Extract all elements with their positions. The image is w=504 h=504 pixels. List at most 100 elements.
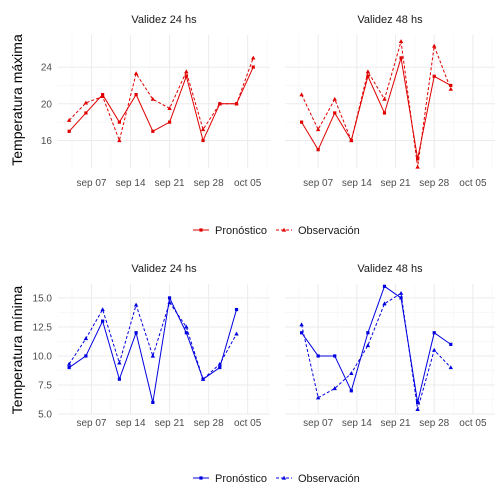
- data-point: [449, 83, 453, 88]
- x-tick-label: sep 14: [342, 418, 372, 429]
- data-point: [299, 92, 304, 97]
- data-point: [117, 360, 122, 365]
- panel-title: Validez 24 hs: [131, 14, 197, 26]
- data-point: [366, 74, 370, 78]
- data-point: [234, 307, 239, 312]
- data-point: [184, 324, 189, 329]
- data-point: [349, 389, 353, 393]
- y-axis-label: Temperatura mínima: [9, 286, 25, 415]
- data-point: [333, 111, 337, 115]
- x-tick-label: sep 07: [303, 418, 333, 429]
- data-point: [184, 69, 189, 74]
- data-point: [251, 55, 256, 60]
- panel-3: sep 07 sep 14 sep 21 sep 28 oct 05 Validez 48…: [285, 263, 495, 429]
- data-point: [150, 353, 156, 358]
- data-point: [448, 365, 453, 370]
- data-point: [299, 120, 304, 124]
- data-point: [398, 39, 404, 44]
- legend-key-marker: [281, 475, 287, 480]
- data-point: [200, 376, 206, 381]
- data-point: [299, 322, 304, 327]
- data-point: [332, 96, 337, 101]
- data-point: [365, 69, 371, 74]
- panel-1: sep 07 sep 14 sep 21 sep 28 oct 05 Validez 48…: [285, 14, 495, 189]
- x-tick-label: oct 05: [459, 178, 487, 189]
- x-tick-label: sep 28: [419, 418, 449, 429]
- legend-key-marker: [199, 228, 203, 232]
- data-point: [217, 101, 222, 106]
- data-point: [382, 301, 387, 306]
- data-point: [432, 331, 436, 335]
- data-point: [315, 127, 321, 132]
- panel-title: Validez 48 hs: [357, 14, 423, 26]
- data-point: [101, 319, 105, 323]
- data-point: [117, 138, 122, 143]
- data-point: [316, 354, 320, 358]
- legend-label: Observación: [298, 225, 360, 237]
- data-point: [415, 164, 420, 169]
- data-point: [432, 347, 437, 352]
- y-tick-label: 12.5: [33, 322, 53, 333]
- data-point: [398, 290, 404, 295]
- y-tick-label: 24: [41, 63, 53, 74]
- data-point: [432, 43, 437, 48]
- data-point: [200, 127, 206, 132]
- series-line-pronostico: [68, 296, 238, 403]
- data-point: [184, 331, 188, 335]
- panel-title: Validez 48 hs: [357, 263, 423, 275]
- x-tick-label: sep 14: [116, 178, 146, 189]
- x-tick-label: sep 07: [76, 418, 106, 429]
- y-tick-label: 20: [41, 99, 53, 110]
- data-point: [83, 100, 89, 105]
- data-point: [234, 101, 239, 106]
- legend-label: Pronóstico: [215, 225, 267, 237]
- data-point: [134, 93, 138, 97]
- data-point: [151, 129, 155, 133]
- data-point: [84, 354, 88, 358]
- x-tick-label: oct 05: [234, 178, 262, 189]
- y-tick-label: 7.5: [38, 380, 52, 391]
- data-point: [251, 65, 255, 69]
- y-tick-label: 15.0: [33, 293, 53, 304]
- legend-0: Pronóstico Observación: [193, 225, 360, 237]
- data-point: [449, 342, 453, 346]
- data-point: [299, 331, 304, 335]
- data-point: [365, 343, 371, 348]
- panel-title: Validez 24 hs: [131, 263, 197, 275]
- series-line-pronostico: [301, 285, 452, 403]
- y-tick-label: 10.0: [33, 351, 53, 362]
- legend-label: Observación: [298, 473, 360, 485]
- data-point: [316, 148, 320, 152]
- data-point: [83, 336, 89, 341]
- x-tick-label: oct 05: [459, 418, 487, 429]
- data-point: [349, 371, 354, 375]
- data-point: [133, 302, 139, 307]
- data-point: [201, 138, 205, 143]
- data-point: [432, 74, 436, 78]
- series-line-observacion: [68, 301, 237, 381]
- panel-0: 16 20 24 sep 07 sep 14 sep 21 sep 28 oct 05 Vali…: [9, 14, 270, 189]
- data-point: [100, 94, 105, 99]
- series-line-observacion: [301, 41, 452, 168]
- x-tick-label: sep 21: [381, 178, 411, 189]
- data-point: [100, 307, 105, 312]
- data-point: [151, 400, 155, 404]
- x-tick-label: sep 07: [76, 178, 106, 189]
- x-tick-label: sep 28: [419, 178, 449, 189]
- data-point: [399, 296, 403, 300]
- data-point: [134, 331, 138, 335]
- x-tick-label: sep 28: [194, 178, 224, 189]
- data-point: [382, 111, 387, 115]
- data-point: [382, 96, 387, 101]
- data-point: [217, 361, 222, 366]
- data-point: [184, 74, 188, 78]
- data-point: [117, 120, 121, 124]
- y-tick-label: 5.0: [38, 410, 52, 421]
- legend-key-marker: [281, 227, 287, 232]
- data-point: [315, 395, 321, 400]
- data-point: [167, 296, 172, 300]
- data-point: [167, 106, 172, 110]
- data-point: [167, 120, 172, 124]
- data-point: [399, 56, 403, 60]
